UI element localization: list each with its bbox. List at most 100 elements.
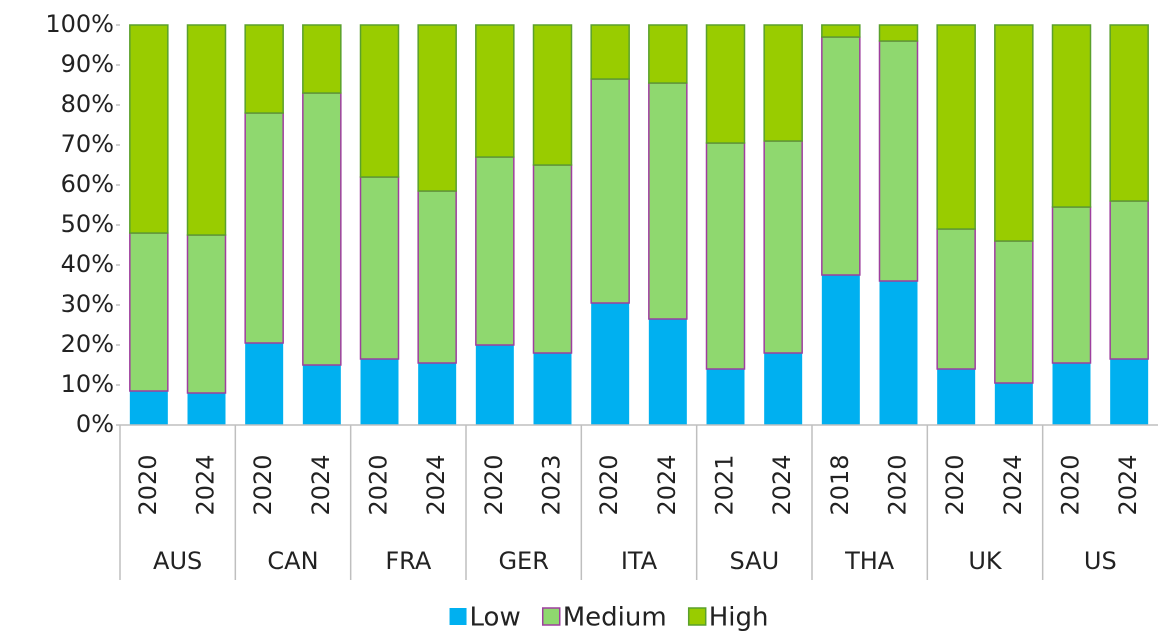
bar-segment: [936, 24, 976, 230]
x-tick-label: 2020: [249, 454, 277, 515]
bar-segment: [994, 240, 1034, 384]
bar-segment: [879, 281, 918, 425]
x-tick-label: 2020: [941, 454, 969, 515]
x-tick-label: 2020: [480, 454, 508, 515]
bar-segment: [186, 24, 227, 236]
bar-segment: [821, 36, 861, 276]
x-tick-label: 2024: [422, 454, 450, 515]
bar-segment: [532, 164, 573, 354]
bar-segment: [878, 24, 919, 42]
y-tick-label: 50%: [61, 210, 114, 238]
bar-segment: [359, 24, 400, 178]
x-tick-label: 2024: [192, 454, 220, 515]
group-label: UK: [968, 547, 1003, 575]
bar-segment: [186, 234, 227, 394]
group-label: US: [1084, 547, 1117, 575]
y-tick-label: 10%: [61, 370, 114, 398]
y-tick-label: 30%: [61, 290, 114, 318]
x-tick-label: 2024: [768, 454, 796, 515]
x-tick-label: 2020: [134, 454, 162, 515]
bar-segment: [706, 369, 745, 425]
bar-segment: [763, 24, 803, 142]
bar-segment: [705, 142, 746, 370]
group-label: SAU: [729, 547, 779, 575]
legend-swatch: [449, 608, 467, 625]
bar-segment: [418, 363, 457, 425]
y-tick-label: 40%: [61, 250, 114, 278]
bar-segment: [417, 24, 457, 192]
bar-segment: [763, 140, 803, 354]
bar-segment: [878, 40, 919, 282]
x-tick-label: 2020: [365, 454, 393, 515]
bar-segment: [475, 345, 514, 425]
x-tick-label: 2024: [307, 454, 335, 515]
bar-segment: [187, 393, 226, 425]
x-tick-label: 2020: [1057, 454, 1085, 515]
bar-segment: [302, 92, 342, 366]
bar-segment: [994, 383, 1033, 425]
legend-label: Medium: [563, 603, 667, 633]
x-tick-label: 2020: [595, 454, 623, 515]
bar-segment: [590, 24, 630, 80]
legend-label: High: [709, 603, 769, 633]
group-label: GER: [498, 547, 548, 575]
y-tick-label: 0%: [76, 410, 114, 438]
bar-segment: [591, 303, 630, 425]
x-tick-label: 2023: [538, 454, 566, 515]
bar-segment: [417, 190, 457, 364]
bar-segment: [994, 24, 1034, 242]
bar-segment: [648, 319, 687, 425]
y-tick-label: 60%: [61, 170, 114, 198]
legend-swatch: [541, 607, 561, 626]
bar-segment: [937, 369, 976, 425]
bar-segment: [1110, 359, 1149, 425]
x-tick-label: 2021: [711, 454, 739, 515]
bar-segment: [1051, 206, 1092, 364]
y-tick-label: 80%: [61, 90, 114, 118]
x-tick-label: 2024: [999, 454, 1027, 515]
y-tick-label: 90%: [61, 50, 114, 78]
bar-segment: [302, 24, 342, 94]
bar-segment: [821, 24, 861, 38]
legend-swatch: [687, 607, 707, 626]
group-label: FRA: [385, 547, 432, 575]
bar-segment: [475, 156, 515, 346]
bar-segment: [1109, 24, 1149, 202]
bar-segment: [532, 24, 573, 166]
bar-segment: [360, 359, 399, 425]
x-tick-label: 2018: [826, 454, 854, 515]
bar-segment: [475, 24, 515, 158]
bar-segment: [1109, 200, 1149, 360]
bar-segment: [533, 353, 572, 425]
bar-segment: [129, 232, 169, 392]
bar-segment: [590, 78, 630, 304]
bar-segment: [648, 82, 688, 320]
bar-segment: [705, 24, 746, 144]
group-label: AUS: [153, 547, 202, 575]
group-label: ITA: [621, 547, 658, 575]
y-tick-label: 20%: [61, 330, 114, 358]
bar-segment: [129, 24, 169, 234]
bar-segment: [359, 176, 400, 360]
bar-segment: [648, 24, 688, 84]
bar-segment: [245, 343, 284, 425]
bar-segment: [302, 365, 341, 425]
bar-segment: [1051, 24, 1092, 208]
x-tick-label: 2024: [1114, 454, 1142, 515]
bar-segment: [244, 24, 284, 114]
bar-segment: [1052, 363, 1091, 425]
bar-segment: [764, 353, 803, 425]
group-label: CAN: [267, 547, 318, 575]
bar-segment: [821, 275, 860, 425]
y-tick-label: 70%: [61, 130, 114, 158]
legend: Low Medium High: [449, 603, 769, 633]
bar-segment: [936, 228, 976, 370]
y-tick-label: 100%: [45, 10, 114, 38]
bar-segment: [244, 112, 284, 344]
group-label: THA: [844, 547, 895, 575]
bar-segment: [129, 391, 168, 425]
legend-label: Low: [470, 603, 521, 633]
x-tick-label: 2020: [884, 454, 912, 515]
x-tick-label: 2024: [653, 454, 681, 515]
